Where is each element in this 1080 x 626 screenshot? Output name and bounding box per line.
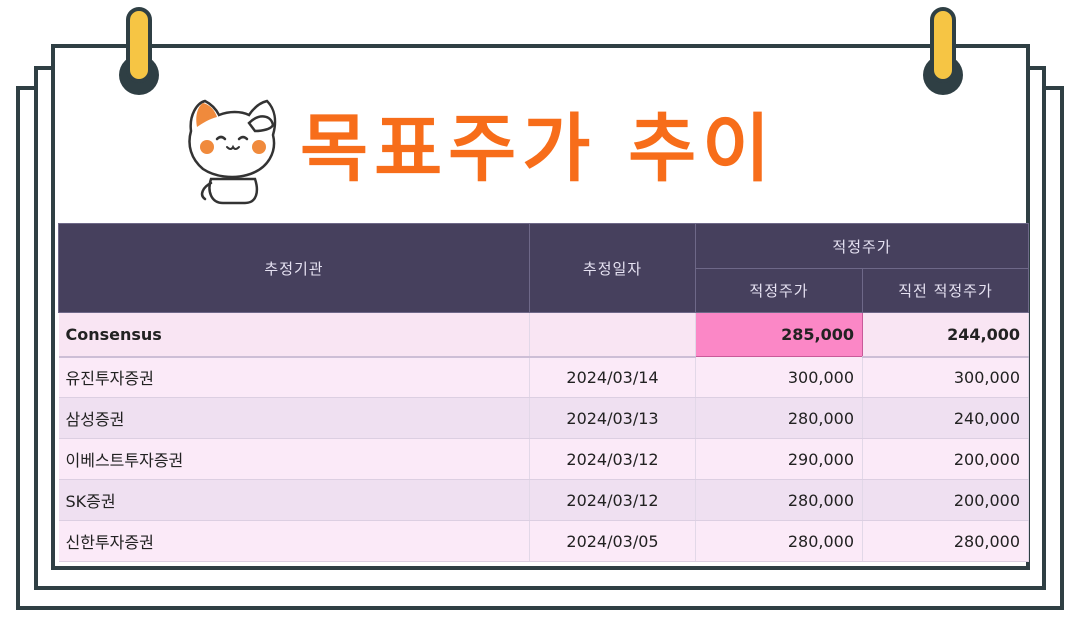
binder-clip-left-icon	[119, 7, 159, 107]
row-institution: 삼성증권	[58, 397, 530, 439]
header-date: 추정일자	[529, 223, 696, 313]
row-date: 2024/03/12	[529, 479, 696, 521]
binder-clip-right-icon	[923, 7, 963, 107]
row-prev-target: 240,000	[862, 397, 1030, 439]
consensus-row: Consensus 285,000 244,000	[58, 312, 1030, 358]
header-target: 적정주가	[695, 268, 863, 313]
table-row: 신한투자증권 2024/03/05 280,000 280,000	[58, 520, 1030, 562]
row-prev-target: 300,000	[862, 356, 1030, 398]
row-prev-target: 200,000	[862, 479, 1030, 521]
consensus-target: 285,000	[695, 312, 863, 357]
row-prev-target: 280,000	[862, 520, 1030, 562]
row-target: 290,000	[695, 438, 863, 480]
row-target: 280,000	[695, 397, 863, 439]
row-date: 2024/03/14	[529, 356, 696, 398]
row-date: 2024/03/12	[529, 438, 696, 480]
row-date: 2024/03/05	[529, 520, 696, 562]
consensus-date	[529, 312, 696, 358]
header-prev-target: 직전 적정주가	[861, 268, 1030, 313]
table-row: SK증권 2024/03/12 280,000 200,000	[58, 479, 1030, 521]
cat-saluting-icon	[188, 99, 277, 205]
page-title: 목표주가 추이	[300, 106, 777, 192]
table-row: 이베스트투자증권 2024/03/12 290,000 200,000	[58, 438, 1030, 480]
consensus-prev-target: 244,000	[862, 312, 1030, 358]
row-prev-target: 200,000	[862, 438, 1030, 480]
header-target-group: 적정주가	[694, 223, 1030, 269]
table-row: 유진투자증권 2024/03/14 300,000 300,000	[58, 356, 1030, 398]
row-institution: 신한투자증권	[58, 520, 530, 562]
header-institution: 추정기관	[58, 223, 530, 313]
row-date: 2024/03/13	[529, 397, 696, 439]
row-institution: 유진투자증권	[58, 356, 530, 398]
row-institution: SK증권	[58, 479, 530, 521]
row-target: 280,000	[695, 520, 863, 562]
table-subheader-row: 적정주가 직전 적정주가	[59, 268, 1030, 313]
consensus-label: Consensus	[58, 312, 530, 358]
table-header-row: 추정기관 추정일자 적정주가	[58, 223, 1030, 313]
table-row: 삼성증권 2024/03/13 280,000 240,000	[58, 397, 1030, 439]
target-price-table: 추정기관 추정일자 적정주가 적정주가 직전 적정주가 Consensus 28…	[58, 223, 1030, 562]
row-target: 280,000	[695, 479, 863, 521]
row-institution: 이베스트투자증권	[58, 438, 530, 480]
row-target: 300,000	[695, 356, 863, 398]
